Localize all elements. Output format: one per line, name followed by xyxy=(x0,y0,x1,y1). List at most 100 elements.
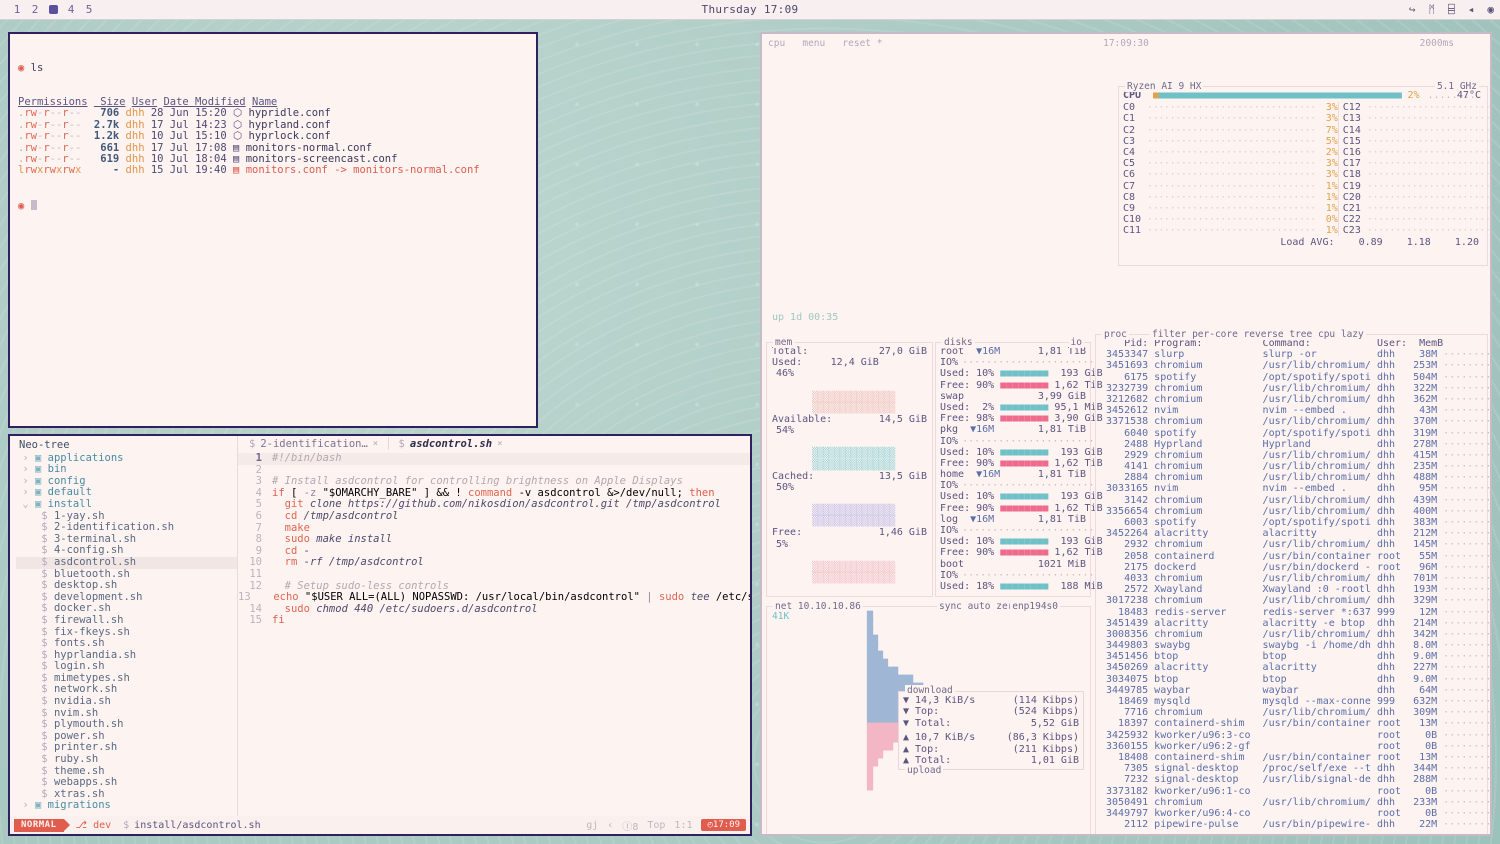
process-row[interactable]: 7716 chromium /usr/lib/chromium/ dhh 309… xyxy=(1100,707,1492,719)
process-table-body[interactable]: 3453347 slurp slurp -or dhh 38M ········… xyxy=(1096,349,1492,831)
process-row[interactable]: 6175 spotify /opt/spotify/spoti dhh 504M… xyxy=(1100,371,1492,383)
bluetooth-icon[interactable]: ᛗ xyxy=(1428,3,1436,16)
file-tree-item-asdcontrol-sh[interactable]: $ asdcontrol.sh xyxy=(16,556,237,569)
process-row[interactable]: 3451439 alacritty alacritty -e btop dhh … xyxy=(1100,617,1492,629)
process-row[interactable]: 18483 redis-server redis-server *:637 99… xyxy=(1100,606,1492,618)
workspace-2[interactable]: 2 xyxy=(31,3,39,16)
file-tree-item-webapps-sh[interactable]: $ webapps.sh xyxy=(41,776,118,789)
process-row[interactable]: 2488 Hyprland Hyprland dhh 278M ········… xyxy=(1100,438,1492,450)
editor-tab-0[interactable]: $2-identification… × xyxy=(242,438,385,450)
process-row[interactable]: 3449803 swaybg swaybg -i /home/dh dhh 8.… xyxy=(1100,640,1492,652)
file-tree-item-2-identification-sh[interactable]: $ 2-identification.sh xyxy=(41,521,175,534)
file-listing-row[interactable]: .rw-r--r-- 619 dhh 10 Jul 18:04 ▤ monito… xyxy=(18,153,398,166)
process-row[interactable]: 3449797 kworker/u96:4-co root 0B ·······… xyxy=(1100,807,1492,819)
process-row[interactable]: 2884 chromium /usr/lib/chromium/ dhh 488… xyxy=(1100,472,1492,484)
file-listing-row[interactable]: .rw-r--r-- 706 dhh 28 Jun 15:20 ⬡ hyprid… xyxy=(18,107,331,120)
file-tree-item-plymouth-sh[interactable]: $ plymouth.sh xyxy=(41,718,124,731)
process-row[interactable]: 18408 containerd-shim /usr/bin/container… xyxy=(1100,751,1492,763)
file-tree-item-network-sh[interactable]: $ network.sh xyxy=(41,683,118,696)
file-tree-item-4-config-sh[interactable]: $ 4-config.sh xyxy=(41,544,124,557)
file-tree-item-applications[interactable]: › ▣ applications xyxy=(22,451,124,464)
proc-tab-filter[interactable]: filter xyxy=(1152,329,1187,340)
workspace-5[interactable]: 5 xyxy=(85,3,93,16)
file-tree-item-mimetypes-sh[interactable]: $ mimetypes.sh xyxy=(41,671,130,684)
btop-tab-cpu[interactable]: cpu xyxy=(768,38,786,49)
file-tree-item-default[interactable]: › ▣ default xyxy=(22,486,92,499)
process-row[interactable]: 3142 chromium /usr/lib/chromium/ dhh 439… xyxy=(1100,494,1492,506)
file-listing-row[interactable]: .rw-r--r-- 661 dhh 17 Jul 17:08 ▤ monito… xyxy=(18,141,373,154)
process-row[interactable]: 6003 spotify /opt/spotify/spoti dhh 383M… xyxy=(1100,517,1492,529)
process-row[interactable]: 18469 mysqld mysqld --max-conne 999 632M… xyxy=(1100,696,1492,708)
process-row[interactable]: 3356654 chromium /usr/lib/chromium/ dhh … xyxy=(1100,505,1492,517)
file-tree-item-config[interactable]: › ▣ config xyxy=(22,474,86,487)
file-tree-item-3-terminal-sh[interactable]: $ 3-terminal.sh xyxy=(41,532,137,545)
process-row[interactable]: 3425932 kworker/u96:3-co root 0B ·······… xyxy=(1100,729,1492,741)
diagnostics-indicator[interactable]: Ⓘ8 xyxy=(622,818,638,833)
file-tree-item-power-sh[interactable]: $ power.sh xyxy=(41,729,105,742)
process-panel[interactable]: proc filter per-core reverse tree cpu la… xyxy=(1095,329,1492,834)
file-tree-list[interactable]: › ▣ applications › ▣ bin › ▣ config › ▣ … xyxy=(16,451,237,812)
process-row[interactable]: 3452264 alacritty alacritty dhh 212M ···… xyxy=(1100,528,1492,540)
file-tree-item-fonts-sh[interactable]: $ fonts.sh xyxy=(41,637,105,650)
net-tab-zero[interactable]: zero xyxy=(996,601,1020,612)
btop-tab-menu[interactable]: menu xyxy=(802,38,826,49)
process-row[interactable]: 3232739 chromium /usr/lib/chromium/ dhh … xyxy=(1100,382,1492,394)
file-tree-item-1-yay-sh[interactable]: $ 1-yay.sh xyxy=(41,509,105,522)
process-row[interactable]: 3371538 chromium /usr/lib/chromium/ dhh … xyxy=(1100,416,1492,428)
editor-tab-1[interactable]: $ asdcontrol.sh × xyxy=(392,438,510,450)
file-listing-row[interactable]: lrwxrwxrwx - dhh 15 Jul 19:40 ▤ monitors… xyxy=(18,164,480,177)
logout-icon[interactable]: ↪ xyxy=(1408,3,1416,16)
process-row[interactable]: 3017238 chromium /usr/lib/chromium/ dhh … xyxy=(1100,595,1492,607)
editor-tabbar[interactable]: $2-identification… × │ $ asdcontrol.sh × xyxy=(238,436,750,452)
file-tree-item-printer-sh[interactable]: $ printer.sh xyxy=(41,741,118,754)
process-row[interactable]: 2112 pipewire-pulse /usr/bin/pipewire- d… xyxy=(1100,819,1492,831)
process-row[interactable]: 3033165 nvim nvim --embed . dhh 95M ····… xyxy=(1100,483,1492,495)
process-row[interactable]: 3449785 waybar waybar dhh 64M ········ 0… xyxy=(1100,684,1492,696)
process-row[interactable]: 3452612 nvim nvim --embed . dhh 43M ····… xyxy=(1100,405,1492,417)
close-icon[interactable]: × xyxy=(497,439,503,449)
editor-window-nvim[interactable]: Neo-tree › ▣ applications › ▣ bin › ▣ co… xyxy=(8,434,752,836)
file-tree-item-bluetooth-sh[interactable]: $ bluetooth.sh xyxy=(41,567,130,580)
file-tree-item-install[interactable]: ⌄ ▣ install xyxy=(22,497,92,510)
process-row[interactable]: 3450269 alacritty alacritty dhh 227M ···… xyxy=(1100,662,1492,674)
process-row[interactable]: 18397 containerd-shim /usr/bin/container… xyxy=(1100,718,1492,730)
process-row[interactable]: 6040 spotify /opt/spotify/spoti dhh 319M… xyxy=(1100,427,1492,439)
file-tree-item-login-sh[interactable]: $ login.sh xyxy=(41,660,105,673)
terminal-window-ls[interactable]: ◉ ls Permissions Size User Date Modified… xyxy=(8,32,538,428)
process-row[interactable]: 3034075 btop btop dhh 9.0M ········ 0.0 xyxy=(1100,673,1492,685)
process-tabs[interactable]: filter per-core reverse tree cpu lazy xyxy=(1150,329,1366,341)
file-tree-item-bin[interactable]: › ▣ bin xyxy=(22,463,67,476)
file-tree-item-desktop-sh[interactable]: $ desktop.sh xyxy=(41,579,118,592)
process-row[interactable]: 3451693 chromium /usr/lib/chromium/ dhh … xyxy=(1100,360,1492,372)
process-row[interactable]: 3453347 slurp slurp -or dhh 38M ········… xyxy=(1100,349,1492,361)
file-tree-item-ruby-sh[interactable]: $ ruby.sh xyxy=(41,753,99,766)
file-tree-item-development-sh[interactable]: $ development.sh xyxy=(41,590,143,603)
code-area[interactable]: 1 #!/bin/bash 2 3 # Install asdcontrol for c… xyxy=(238,452,750,816)
close-icon[interactable]: × xyxy=(372,439,379,449)
btop-window[interactable]: cpu menu reset * 17:09:30 2000ms Ryzen A… xyxy=(760,32,1492,836)
editor-panel[interactable]: $2-identification… × │ $ asdcontrol.sh × 1 #!/… xyxy=(238,436,750,816)
file-tree-item-migrations[interactable]: › ▣ migrations xyxy=(22,799,111,812)
file-tree-item-docker-sh[interactable]: $ docker.sh xyxy=(41,602,111,615)
workspace-1[interactable]: 1 xyxy=(13,3,21,16)
process-row[interactable]: 2175 dockerd /usr/bin/dockerd - root 96M… xyxy=(1100,561,1492,573)
file-listing-row[interactable]: .rw-r--r-- 1.2k dhh 10 Jul 15:10 ⬡ hyprl… xyxy=(18,130,331,143)
display-icon[interactable]: ⌸ xyxy=(1448,3,1455,16)
process-row[interactable]: 2932 chromium /usr/lib/chromium/ dhh 145… xyxy=(1100,539,1492,551)
net-tab-auto[interactable]: auto xyxy=(967,601,991,612)
net-tab-sync[interactable]: sync xyxy=(939,601,962,612)
process-row[interactable]: 3360155 kworker/u96:2-gf root 0B ·······… xyxy=(1100,740,1492,752)
proc-tab-reverse[interactable]: reverse xyxy=(1243,329,1284,340)
btop-tab-reset[interactable]: reset xyxy=(842,38,872,49)
file-tree-item-fix-fkeys-sh[interactable]: $ fix-fkeys.sh xyxy=(41,625,130,638)
file-tree-item-nvim-sh[interactable]: $ nvim.sh xyxy=(41,706,99,719)
process-row[interactable]: 2929 chromium /usr/lib/chromium/ dhh 415… xyxy=(1100,449,1492,461)
process-row[interactable]: 2058 containerd /usr/bin/container root … xyxy=(1100,550,1492,562)
file-tree-item-hyprlandia-sh[interactable]: $ hyprlandia.sh xyxy=(41,648,137,661)
system-tray[interactable]: ↪ ᛗ ⌸ ◂ ◉ xyxy=(1409,4,1494,15)
proc-tab-tree[interactable]: tree xyxy=(1289,329,1313,340)
file-tree-item-firewall-sh[interactable]: $ firewall.sh xyxy=(41,613,124,626)
process-row[interactable]: 4033 chromium /usr/lib/chromium/ dhh 701… xyxy=(1100,572,1492,584)
proc-tab-cpu-lazy[interactable]: cpu lazy xyxy=(1317,329,1364,340)
